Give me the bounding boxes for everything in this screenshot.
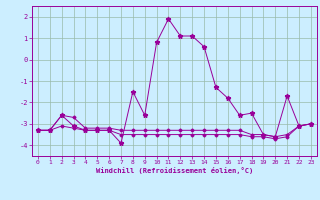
X-axis label: Windchill (Refroidissement éolien,°C): Windchill (Refroidissement éolien,°C)	[96, 167, 253, 174]
